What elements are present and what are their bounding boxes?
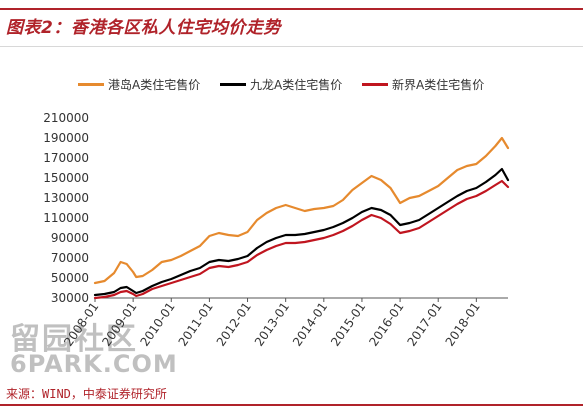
y-tick-label: 30000 xyxy=(51,291,89,305)
y-tick-label: 190000 xyxy=(43,131,89,145)
legend-swatch-kowloon xyxy=(220,82,246,86)
legend-swatch-hk-island xyxy=(78,82,104,86)
y-tick-label: 70000 xyxy=(51,251,89,265)
legend-swatch-new-territories xyxy=(362,82,388,86)
x-tick-label: 2013-01 xyxy=(252,300,292,349)
y-tick-label: 210000 xyxy=(43,111,89,125)
series-line-hk-island xyxy=(93,136,510,285)
x-tick-label: 2012-01 xyxy=(214,300,254,349)
watermark-text: 留园社区 xyxy=(10,322,138,357)
legend-item-hk-island: 港岛A类住宅售价 xyxy=(78,76,200,92)
series-line-new-territories xyxy=(93,179,510,300)
x-tick-label: 2014-01 xyxy=(290,300,330,349)
x-tick-label: 2016-01 xyxy=(366,300,406,349)
source-note: 来源：WIND，中泰证券研究所 xyxy=(6,387,167,401)
y-tick-label: 90000 xyxy=(51,231,89,245)
watermark-url: 6PARK.COM xyxy=(10,350,178,378)
x-tick-label: 2010-01 xyxy=(137,300,177,349)
y-tick-label: 50000 xyxy=(51,271,89,285)
y-tick-label: 170000 xyxy=(43,151,89,165)
legend-item-new-territories: 新界A类住宅售价 xyxy=(362,76,484,92)
y-tick-label: 130000 xyxy=(43,191,89,205)
x-tick-label: 2018-01 xyxy=(443,300,483,349)
legend-label-kowloon: 九龙A类住宅售价 xyxy=(250,77,343,92)
x-tick-label: 2011-01 xyxy=(176,300,216,349)
y-tick-label: 150000 xyxy=(43,171,89,185)
x-tick-label: 2017-01 xyxy=(404,300,444,349)
title-divider xyxy=(0,46,583,47)
x-tick-label: 2015-01 xyxy=(328,300,368,349)
chart-legend: 港岛A类住宅售价 九龙A类住宅售价 新界A类住宅售价 xyxy=(0,76,583,92)
legend-item-kowloon: 九龙A类住宅售价 xyxy=(220,76,342,92)
chart-title: 图表2：香港各区私人住宅均价走势 xyxy=(6,18,281,38)
y-tick-label: 110000 xyxy=(43,211,89,225)
series-line-kowloon xyxy=(93,167,510,297)
top-rule xyxy=(0,8,583,10)
legend-label-new-territories: 新界A类住宅售价 xyxy=(392,77,485,92)
bottom-rule xyxy=(0,404,583,406)
legend-label-hk-island: 港岛A类住宅售价 xyxy=(108,77,201,92)
